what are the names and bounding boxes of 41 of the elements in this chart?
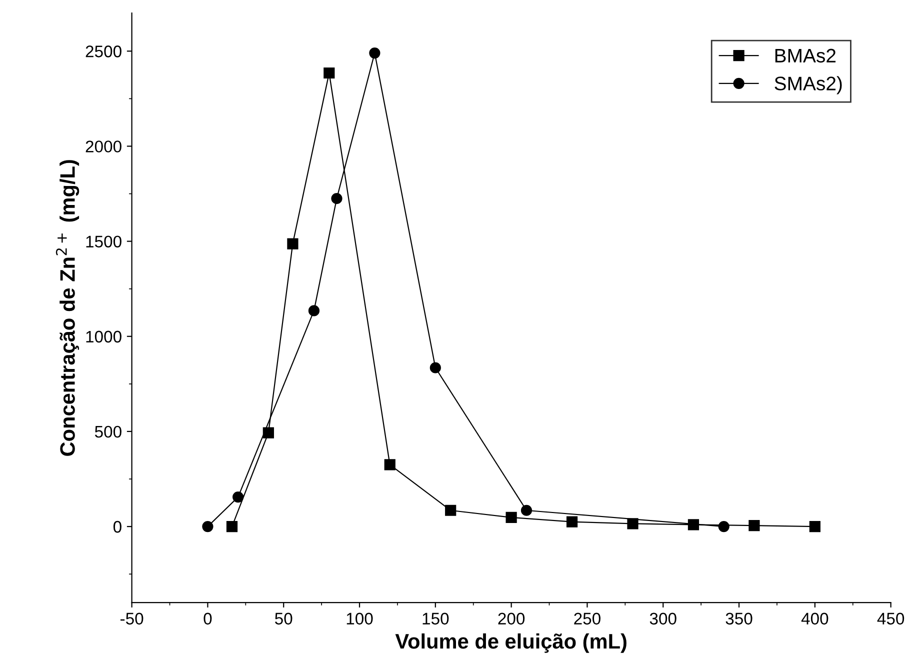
y-tick-label: 1000 (86, 330, 122, 343)
point (226, 520, 238, 532)
point (384, 459, 396, 470)
point (287, 238, 298, 250)
x-tick-label: 200 (498, 612, 525, 625)
x-tick-label: 50 (275, 612, 292, 625)
x-tick-label: 400 (801, 612, 828, 625)
point (202, 520, 214, 532)
x-tick-label: 0 (204, 612, 212, 625)
point (627, 518, 638, 530)
x-tick-label: 100 (346, 612, 373, 625)
y-tick-label: 2500 (86, 46, 122, 58)
y-axis-title: Concentração de Zn$^{2+}$ (mg/L) (56, 160, 80, 456)
point (369, 47, 380, 59)
y-tick-label: 2000 (86, 140, 122, 152)
point (331, 192, 342, 204)
y-tick-label: 0 (113, 520, 122, 533)
point (445, 504, 456, 516)
x-tick-label: 150 (422, 612, 449, 625)
point (324, 67, 335, 79)
point (748, 520, 760, 532)
x-tick-label: 300 (650, 612, 676, 625)
point (262, 427, 274, 438)
y-tick-label: 1500 (86, 236, 122, 248)
x-tick-label: 350 (726, 612, 752, 625)
y-tick-label: 500 (94, 426, 122, 438)
point (809, 520, 820, 532)
point (520, 504, 532, 516)
point (430, 362, 441, 374)
point (506, 512, 517, 523)
point (688, 519, 700, 530)
x-tick-label: 250 (574, 612, 600, 625)
legend-label: SMAs2) (774, 76, 842, 94)
point (232, 492, 244, 503)
x-tick-label: -50 (120, 612, 144, 625)
x-axis-title: Volume de eluição (mL) (395, 633, 626, 653)
point (308, 305, 320, 316)
x-tick-label: 450 (877, 612, 904, 625)
legend-label: BMAs2 (775, 48, 836, 63)
point (718, 520, 730, 532)
point (566, 516, 578, 528)
